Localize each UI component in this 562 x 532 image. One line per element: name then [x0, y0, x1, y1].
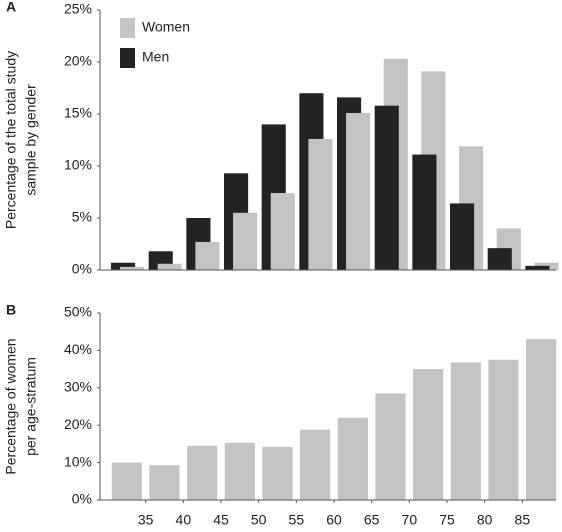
- bar: [233, 212, 258, 270]
- y-tick-label: 0%: [72, 491, 92, 507]
- bar: [488, 359, 519, 500]
- bar: [262, 446, 293, 500]
- x-tick-label: 65: [364, 512, 380, 528]
- bar: [487, 248, 512, 270]
- x-tick-label: 55: [289, 512, 305, 528]
- x-tick-label: 60: [326, 512, 342, 528]
- bar: [120, 266, 145, 270]
- x-tick-label: 80: [477, 512, 493, 528]
- bar: [526, 339, 557, 500]
- legend-label: Men: [142, 49, 169, 65]
- y-tick-label: 0%: [72, 261, 92, 277]
- x-tick-label: 75: [439, 512, 455, 528]
- bar: [111, 262, 136, 270]
- bar: [450, 203, 475, 270]
- bar: [300, 429, 331, 500]
- y-axis-label: Percentage of the total study: [3, 51, 19, 229]
- bar: [157, 263, 182, 270]
- y-tick-label: 15%: [64, 105, 92, 121]
- x-tick-label: 50: [251, 512, 267, 528]
- legend-swatch: [120, 48, 135, 68]
- panel-label: B: [6, 302, 16, 318]
- y-tick-label: 30%: [64, 379, 92, 395]
- y-tick-label: 20%: [64, 53, 92, 69]
- bar: [412, 154, 437, 270]
- legend-swatch: [120, 18, 135, 38]
- y-axis-label: per age-stratum: [23, 357, 39, 456]
- bar: [149, 465, 180, 500]
- bar: [187, 445, 218, 500]
- bar: [525, 265, 550, 270]
- bar: [337, 417, 368, 500]
- bar: [308, 138, 333, 270]
- bar: [374, 105, 399, 271]
- bar: [195, 241, 220, 270]
- x-tick-label: 35: [138, 512, 154, 528]
- x-tick-label: 40: [176, 512, 192, 528]
- y-tick-label: 20%: [64, 416, 92, 432]
- y-tick-label: 10%: [64, 157, 92, 173]
- y-tick-label: 10%: [64, 453, 92, 469]
- bar: [111, 462, 142, 500]
- bar: [270, 193, 295, 270]
- y-tick-label: 25%: [64, 1, 92, 17]
- x-tick-label: 45: [213, 512, 229, 528]
- bar: [224, 442, 255, 500]
- x-tick-label: 85: [515, 512, 531, 528]
- bar: [375, 393, 406, 500]
- bar: [346, 112, 371, 271]
- y-tick-label: 40%: [64, 341, 92, 357]
- panel-label: A: [6, 0, 16, 15]
- y-axis-label: sample by gender: [23, 84, 39, 196]
- bar: [413, 369, 444, 500]
- y-tick-label: 5%: [72, 209, 92, 225]
- y-axis-label: Percentage of women: [3, 338, 19, 474]
- bar: [450, 362, 481, 500]
- legend-label: Women: [142, 19, 190, 35]
- y-tick-label: 50%: [64, 304, 92, 320]
- x-tick-label: 70: [402, 512, 418, 528]
